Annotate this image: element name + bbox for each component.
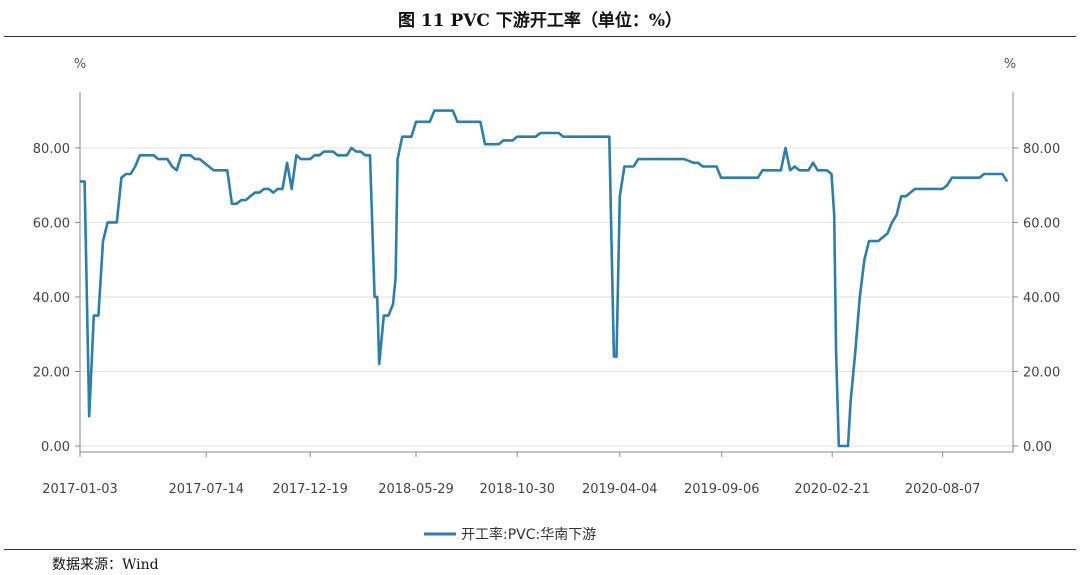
y-tick-label: 60.00 [33, 216, 70, 231]
y-tick-label: 60.00 [1023, 216, 1060, 231]
x-tick-label: 2019-09-06 [684, 482, 760, 497]
y-tick-label: 40.00 [33, 291, 70, 306]
gridlines [80, 147, 1013, 447]
x-axis-ticks: 2017-01-03 2017-07-14 2017-12-19 2018-05-29… [42, 452, 980, 497]
x-tick-label: 2018-10-30 [479, 482, 555, 497]
x-tick-label: 2019-04-04 [582, 482, 658, 497]
bottom-rule [4, 549, 1076, 550]
y-axis-left-ticks: 0.00 20.00 40.00 60.00 80.00 [33, 142, 80, 455]
legend[interactable]: 开工率:PVC:华南下游 [424, 526, 596, 543]
x-tick-label: 2018-05-29 [378, 482, 454, 497]
x-tick-label: 2017-07-14 [168, 482, 244, 497]
y-tick-label: 80.00 [1023, 142, 1060, 157]
x-tick-label: 2017-12-19 [272, 482, 348, 497]
y-tick-label: 20.00 [1023, 365, 1060, 380]
y-axis-right-ticks: 0.00 20.00 40.00 60.00 80.00 [1013, 142, 1060, 455]
x-tick-label: 2017-01-03 [42, 482, 118, 497]
y-axis-right-unit: % [1004, 57, 1016, 72]
data-source-note: 数据来源：Wind [52, 557, 159, 573]
x-tick-label: 2020-08-07 [905, 482, 981, 497]
y-tick-label: 20.00 [33, 365, 70, 380]
y-tick-label: 0.00 [1023, 440, 1052, 455]
series-line-pvc-south-china-downstream [80, 109, 1009, 448]
figure-title: 图 11 PVC 下游开工率（单位：%） [397, 11, 683, 31]
y-tick-label: 40.00 [1023, 291, 1060, 306]
top-rule [4, 36, 1076, 37]
legend-label: 开工率:PVC:华南下游 [461, 526, 596, 543]
line-chart: 0.00 20.00 40.00 60.00 80.00 0.00 20.00 40.00 6… [33, 57, 1060, 543]
y-tick-label: 0.00 [41, 440, 70, 455]
y-tick-label: 80.00 [33, 142, 70, 157]
x-tick-label: 2020-02-21 [794, 482, 870, 497]
y-axis-left-unit: % [74, 57, 86, 72]
